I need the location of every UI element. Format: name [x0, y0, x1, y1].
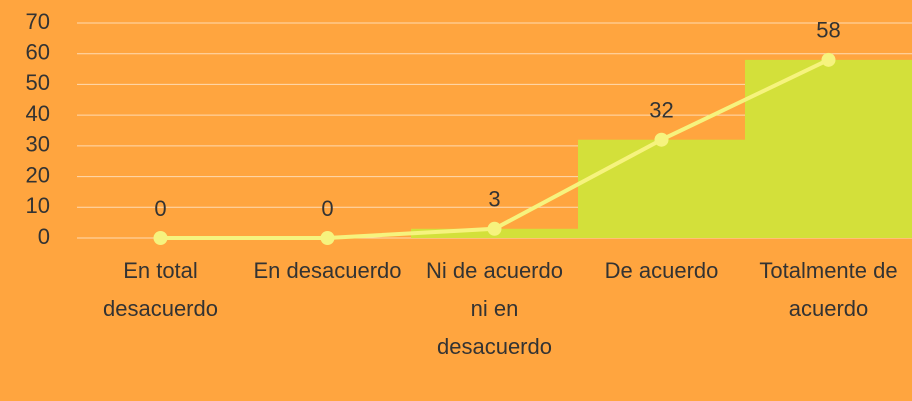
data-label: 32 — [649, 98, 673, 123]
x-tick-label: Ni de acuerdo ni en desacuerdo — [426, 258, 563, 359]
x-tick-label: En total desacuerdo — [103, 258, 218, 321]
bar — [578, 139, 745, 238]
x-tick-label: En desacuerdo — [254, 258, 402, 283]
bar — [745, 59, 912, 238]
x-tick-label-line: De acuerdo — [605, 258, 719, 283]
data-label: 0 — [321, 196, 333, 221]
x-tick-label-line: ni en — [471, 296, 519, 321]
x-tick-label-line: En desacuerdo — [254, 258, 402, 283]
data-label: 0 — [154, 196, 166, 221]
marker — [487, 221, 502, 236]
x-tick-label-line: desacuerdo — [437, 334, 552, 359]
marker — [821, 52, 836, 67]
y-tick-label: 60 — [26, 40, 50, 65]
x-tick-label-line: Ni de acuerdo — [426, 258, 563, 283]
x-tick-label: Totalmente de acuerdo — [759, 258, 897, 321]
y-tick-label: 70 — [26, 9, 50, 34]
data-label: 3 — [488, 187, 500, 212]
y-tick-label: 50 — [26, 70, 50, 95]
y-tick-label: 0 — [38, 224, 50, 249]
marker — [153, 231, 168, 245]
y-tick-label: 20 — [26, 162, 50, 187]
data-label: 58 — [816, 18, 840, 43]
x-tick-label: De acuerdo — [605, 258, 719, 283]
x-tick-label-line: En total — [123, 258, 198, 283]
y-tick-label: 10 — [26, 193, 50, 218]
y-tick-label: 30 — [26, 132, 50, 157]
x-tick-label-line: acuerdo — [789, 296, 869, 321]
marker — [654, 132, 669, 147]
marker — [320, 231, 335, 245]
x-tick-label-line: desacuerdo — [103, 296, 218, 321]
x-tick-label-line: Totalmente de — [759, 258, 897, 283]
y-tick-label: 40 — [26, 101, 50, 126]
